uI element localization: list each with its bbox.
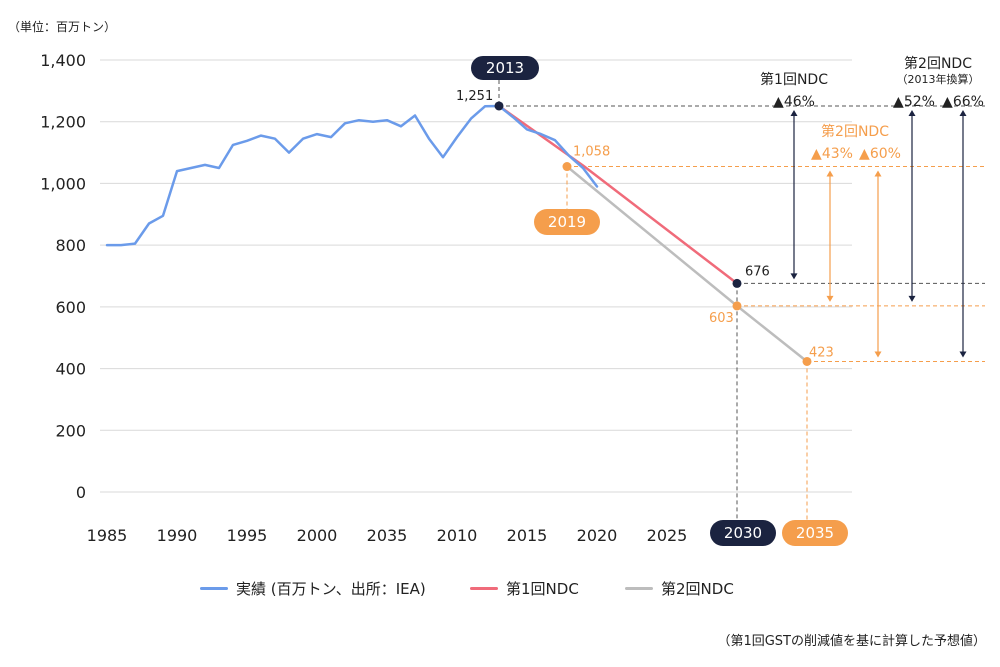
arrow-ndc2-60-head-up [874,170,882,177]
data-points: 1,251 1,058 676 603 423 [456,89,834,366]
year-badge-label-2030: 2030 [724,524,762,542]
y-tick-label: 800 [55,236,86,255]
x-tick-label: 2035 [367,526,408,545]
year-badge-2013 [471,56,539,80]
x-tick-label: 2020 [577,526,618,545]
annotation-ndc2-title-orange: 第2回NDC [821,123,889,140]
year-badge-label-2035: 2035 [796,524,834,542]
arrow-ndc2-52-head-down [908,295,916,302]
annotation-ndc2-subtitle: （2013年換算） [897,72,980,86]
y-tick-label: 1,400 [40,51,86,70]
year-badge-2030 [710,520,776,546]
legend-item-ndc1: 第1回NDC [470,578,579,599]
annotation-ndc2-43: ▲43% [811,146,853,162]
point-label-1251: 1,251 [456,89,493,104]
arrow-ndc2-66-head-down [959,351,967,358]
year-badge-label-2013: 2013 [486,59,524,77]
y-tick-label: 1,000 [40,174,86,193]
annotation-ndc1-title: 第1回NDC [760,71,828,88]
annotation-ndc1-46: ▲46% [773,94,815,110]
y-tick-label: 200 [55,421,86,440]
legend-swatch-actual [200,587,228,590]
footnote: （第1回GSTの削減値を基に計算した予想値） [717,634,986,649]
y-tick-label: 400 [55,360,86,379]
y-tick-label: 600 [55,298,86,317]
y-tick-label: 1,200 [40,113,86,132]
annotation-ndc2-60: ▲60% [859,146,901,162]
point-label-423: 423 [809,345,834,360]
x-tick-label: 1995 [227,526,268,545]
year-badge-2035 [782,520,848,546]
legend-item-actual: 実績 (百万トン、出所：IEA) [200,578,426,599]
legend-swatch-ndc1 [470,587,498,590]
legend-label-ndc2: 第2回NDC [661,580,734,598]
x-tick-label: 2000 [297,526,338,545]
point-2013-1251 [494,101,504,111]
arrow-ndc1-46-head-up [790,109,798,116]
year-badge-2019 [534,209,600,235]
series-ndc1-line [497,104,739,285]
y-tick-label: 0 [76,483,86,502]
series-actual-line [105,104,599,247]
legend: 実績 (百万トン、出所：IEA) 第1回NDC 第2回NDC [0,578,1000,606]
legend-label-actual: 実績 (百万トン、出所：IEA) [236,580,426,598]
arrow-ndc1-46-head-down [790,273,798,280]
year-badges: 2013 2019 2030 2035 [471,56,848,546]
arrow-ndc2-60-head-down [874,351,882,358]
series-ndc2-line [565,165,809,363]
annotation-ndc2-title-navy: 第2回NDC [904,55,972,72]
y-axis-labels: 0 200 400 600 800 1,000 1,200 1,400 [40,51,86,502]
x-tick-label: 1990 [157,526,198,545]
series-lines [105,104,809,363]
legend-item-ndc2: 第2回NDC [625,578,734,599]
x-axis-labels: 1985 1990 1995 2000 2035 2010 2015 2020 2025 [87,526,688,545]
unit-label: （単位：百万トン） [8,20,117,34]
point-2019-1058 [562,162,572,172]
guide-lines [498,80,985,522]
arrow-ndc2-66-head-up [959,109,967,116]
legend-label-ndc1: 第1回NDC [506,580,579,598]
x-tick-label: 1985 [87,526,128,545]
arrow-ndc2-43-head-up [826,170,834,177]
point-label-676: 676 [745,264,770,279]
annotations: 第1回NDC▲46%第2回NDC▲43% ▲60%第2回NDC（2013年換算）▲… [760,55,984,162]
x-tick-label: 2010 [437,526,478,545]
x-tick-label: 2025 [647,526,688,545]
point-2030-676 [732,278,742,288]
point-2030-603 [732,301,742,311]
legend-swatch-ndc2 [625,587,653,590]
annotation-ndc2-66: ▲66% [942,94,984,110]
annotation-ndc2-52: ▲52% [893,94,935,110]
reduction-arrows [790,109,967,358]
point-label-1058: 1,058 [573,145,610,160]
arrow-ndc2-43-head-down [826,295,834,302]
point-2035-423 [802,356,812,366]
grid-lines [100,59,852,493]
point-label-603: 603 [709,311,734,326]
year-badge-label-2019: 2019 [548,213,586,231]
x-tick-label: 2015 [507,526,548,545]
arrow-ndc2-52-head-up [908,109,916,116]
